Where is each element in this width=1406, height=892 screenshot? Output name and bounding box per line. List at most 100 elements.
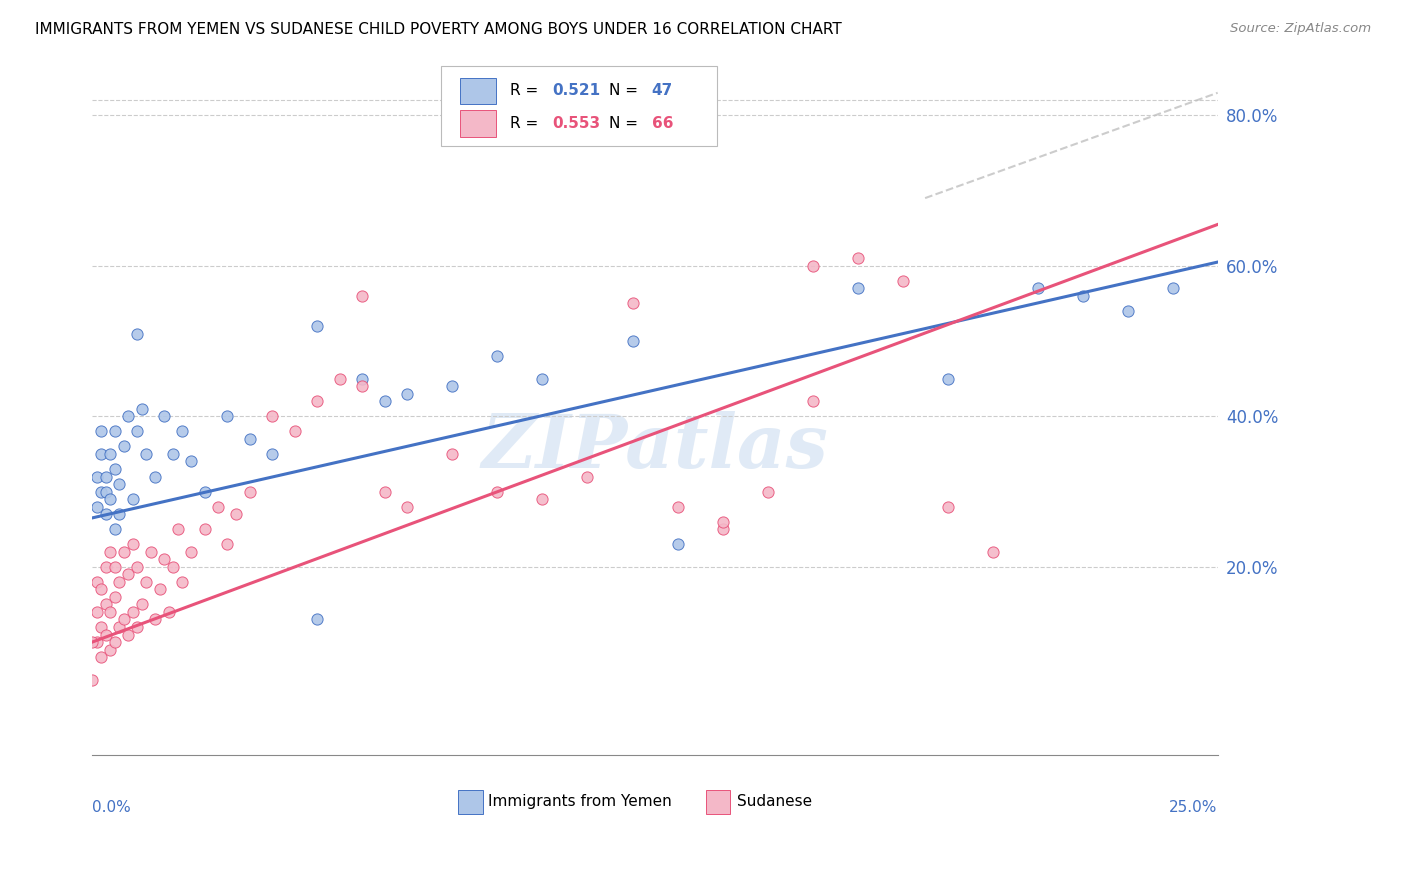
Text: R =: R = [510, 116, 543, 131]
Point [108, 507, 131, 521]
Text: N =: N = [609, 83, 643, 98]
Text: 25.0%: 25.0% [1170, 800, 1218, 815]
Point [1116, 304, 1139, 318]
Point [112, 439, 135, 453]
Point [172, 574, 194, 589]
Point [441, 447, 464, 461]
Point [112, 612, 135, 626]
Point [621, 296, 644, 310]
Point [486, 484, 509, 499]
Point [94, 484, 117, 499]
Point [166, 522, 188, 536]
Point [225, 507, 247, 521]
Text: 0.521: 0.521 [553, 83, 600, 98]
Point [936, 500, 959, 514]
Point [104, 522, 127, 536]
Point [936, 372, 959, 386]
Text: N =: N = [609, 116, 643, 131]
Point [284, 425, 307, 439]
Text: IMMIGRANTS FROM YEMEN VS SUDANESE CHILD POVERTY AMONG BOYS UNDER 16 CORRELATION : IMMIGRANTS FROM YEMEN VS SUDANESE CHILD … [35, 22, 842, 37]
Point [307, 394, 329, 409]
Point [801, 394, 824, 409]
FancyBboxPatch shape [458, 790, 482, 814]
Point [86, 605, 108, 619]
Point [90, 425, 112, 439]
Text: 0.553: 0.553 [553, 116, 600, 131]
Point [239, 484, 262, 499]
Point [98, 492, 121, 507]
Point [162, 559, 184, 574]
Point [329, 372, 352, 386]
Point [1026, 281, 1049, 295]
Point [396, 386, 419, 401]
Point [262, 409, 284, 424]
Point [441, 379, 464, 393]
Text: 47: 47 [651, 83, 673, 98]
Point [576, 469, 599, 483]
Point [104, 462, 127, 476]
Point [352, 379, 374, 393]
Point [131, 401, 153, 416]
Point [149, 582, 172, 597]
Point [108, 574, 131, 589]
Point [98, 642, 121, 657]
Point [127, 620, 149, 634]
Point [90, 484, 112, 499]
Point [131, 598, 153, 612]
Point [135, 574, 157, 589]
Point [180, 545, 202, 559]
FancyBboxPatch shape [460, 111, 496, 137]
Point [90, 650, 112, 665]
Point [711, 522, 734, 536]
Point [180, 454, 202, 468]
Point [396, 500, 419, 514]
Point [846, 252, 869, 266]
Point [121, 537, 143, 551]
Point [194, 522, 217, 536]
Point [486, 349, 509, 363]
Point [86, 500, 108, 514]
Point [127, 326, 149, 341]
Point [94, 507, 117, 521]
Text: ZIPatlas: ZIPatlas [482, 410, 828, 483]
Point [86, 469, 108, 483]
Point [86, 635, 108, 649]
Point [86, 574, 108, 589]
Point [104, 635, 127, 649]
Point [666, 500, 689, 514]
Point [108, 620, 131, 634]
Point [94, 598, 117, 612]
Point [121, 492, 143, 507]
Point [374, 484, 396, 499]
Point [90, 582, 112, 597]
Point [139, 545, 162, 559]
Point [1161, 281, 1184, 295]
Point [117, 409, 139, 424]
Point [104, 590, 127, 604]
Point [98, 545, 121, 559]
Point [117, 567, 139, 582]
Point [82, 673, 104, 687]
Point [98, 447, 121, 461]
Text: R =: R = [510, 83, 543, 98]
FancyBboxPatch shape [441, 66, 717, 146]
Point [352, 289, 374, 303]
Point [127, 425, 149, 439]
Point [711, 515, 734, 529]
Point [207, 500, 229, 514]
Point [531, 372, 554, 386]
Point [127, 559, 149, 574]
Point [666, 537, 689, 551]
Text: 0.0%: 0.0% [93, 800, 131, 815]
Text: 66: 66 [651, 116, 673, 131]
Point [172, 425, 194, 439]
Point [143, 469, 166, 483]
Point [217, 537, 239, 551]
Point [262, 447, 284, 461]
Point [239, 432, 262, 446]
Point [153, 409, 176, 424]
FancyBboxPatch shape [460, 78, 496, 104]
Point [117, 627, 139, 641]
Point [1071, 289, 1094, 303]
Point [891, 274, 914, 288]
